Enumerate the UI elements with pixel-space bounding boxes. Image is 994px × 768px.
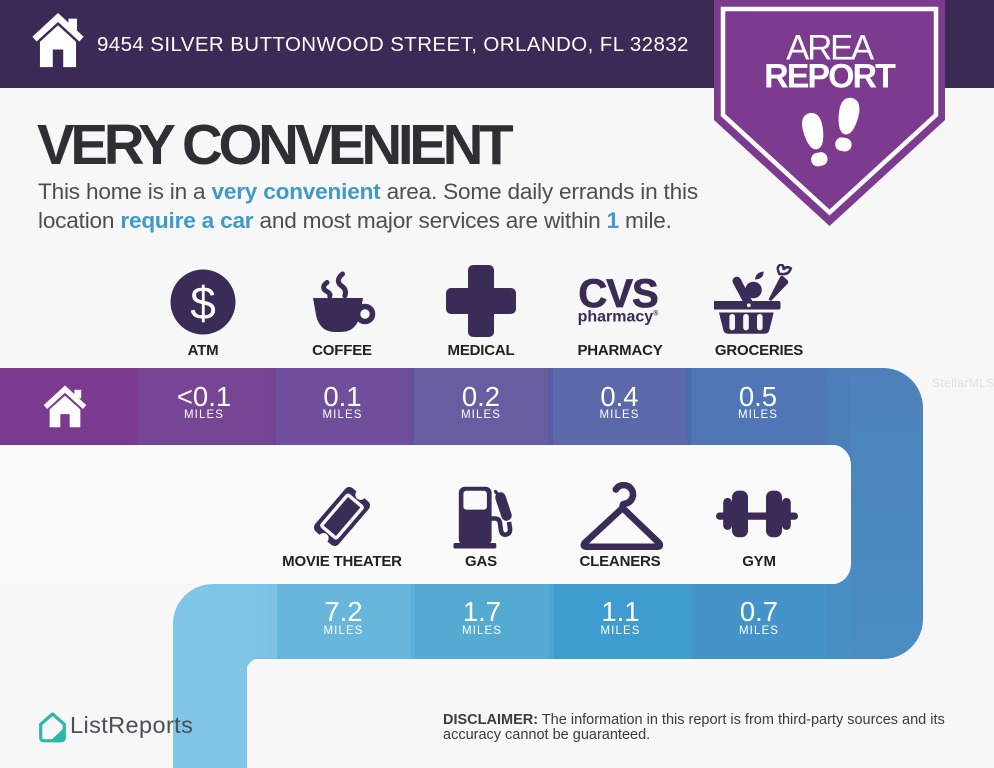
svg-text:$: $ <box>190 277 216 329</box>
svg-text:REPORT: REPORT <box>764 58 896 96</box>
svg-text:AREA: AREA <box>786 29 875 68</box>
svg-text:CVS: CVS <box>578 272 658 316</box>
svg-text:pharmacy®: pharmacy® <box>578 309 660 326</box>
